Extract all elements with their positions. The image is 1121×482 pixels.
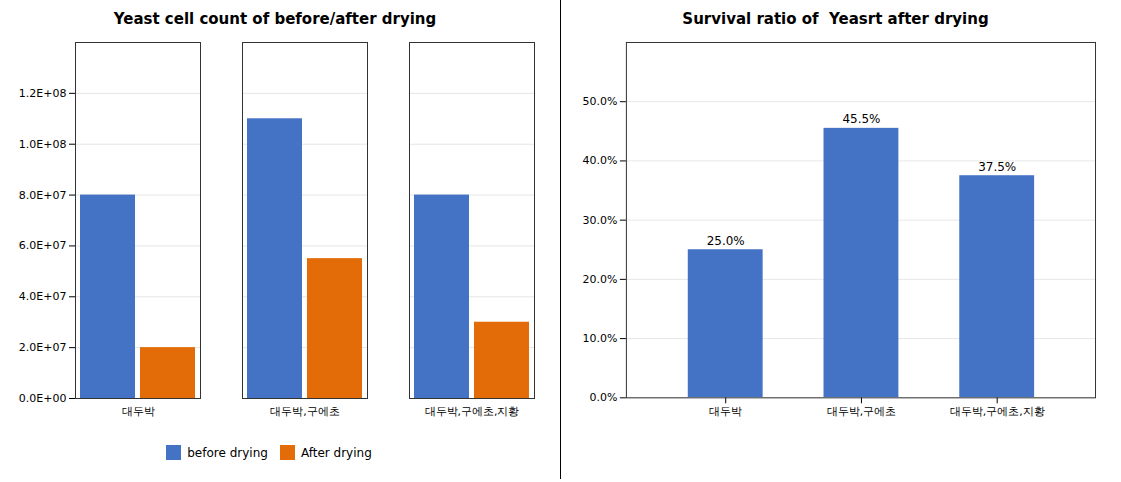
svg-text:0.0E+00: 0.0E+00: [19, 392, 67, 405]
svg-text:10.0%: 10.0%: [583, 332, 618, 345]
svg-text:25.0%: 25.0%: [707, 234, 745, 248]
svg-text:8.0E+07: 8.0E+07: [19, 189, 67, 202]
html-text:Survival ratio of Yeasrt after: Survival ratio of Yeasrt after drying: [682, 10, 989, 28]
html-text:before drying: before drying: [187, 445, 268, 460]
svg-text:대두박: 대두박: [709, 405, 742, 418]
svg-text:대두박: 대두박: [122, 405, 155, 418]
html-text:After drying: After drying: [300, 445, 372, 460]
svg-text:대두박,구에초: 대두박,구에초: [270, 405, 340, 418]
svg-text:40.0%: 40.0%: [583, 154, 618, 167]
svg-text:6.0E+07: 6.0E+07: [19, 239, 67, 252]
svg-text:대두박,구에초,지황: 대두박,구에초,지황: [425, 405, 520, 418]
svg-text:20.0%: 20.0%: [583, 273, 618, 286]
svg-text:37.5%: 37.5%: [978, 160, 1016, 174]
svg-text:대두박,구에초,지황: 대두박,구에초,지황: [950, 405, 1045, 418]
svg-text:45.5%: 45.5%: [842, 112, 880, 126]
html-text:Yeast cell count of before/aft: Yeast cell count of before/after drying: [113, 10, 437, 28]
svg-text:4.0E+07: 4.0E+07: [19, 290, 67, 303]
svg-text:50.0%: 50.0%: [583, 95, 618, 108]
svg-text:1.0E+08: 1.0E+08: [19, 138, 67, 151]
svg-text:30.0%: 30.0%: [583, 214, 618, 227]
svg-text:0.0%: 0.0%: [590, 391, 618, 404]
svg-text:대두박,구에초: 대두박,구에초: [827, 405, 897, 418]
svg-text:2.0E+07: 2.0E+07: [19, 341, 67, 354]
svg-text:1.2E+08: 1.2E+08: [19, 87, 67, 100]
